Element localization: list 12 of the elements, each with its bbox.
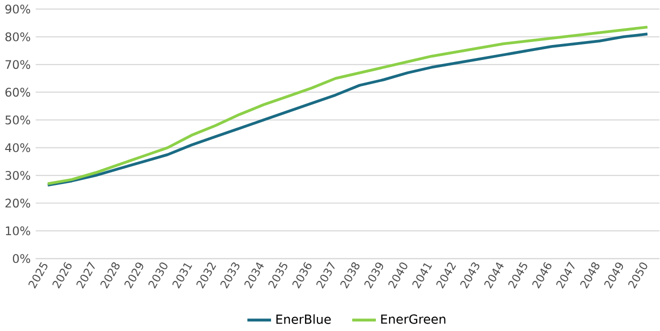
y-tick-label: 0%: [12, 254, 30, 263]
y-tick-label: 80%: [5, 32, 30, 42]
y-tick-label: 20%: [5, 198, 30, 208]
y-tick-label: 30%: [6, 170, 30, 180]
y-tick-label: 40%: [5, 143, 30, 152]
y-tick-label: 70%: [6, 60, 30, 69]
legend-label: EnerBlue: [276, 314, 331, 324]
y-tick-label: 60%: [5, 88, 30, 97]
y-tick-label: 90%: [5, 4, 30, 14]
legend-label: EnerGreen: [381, 314, 446, 324]
y-tick-label: 10%: [6, 226, 30, 236]
y-tick-label: 50%: [6, 115, 30, 124]
